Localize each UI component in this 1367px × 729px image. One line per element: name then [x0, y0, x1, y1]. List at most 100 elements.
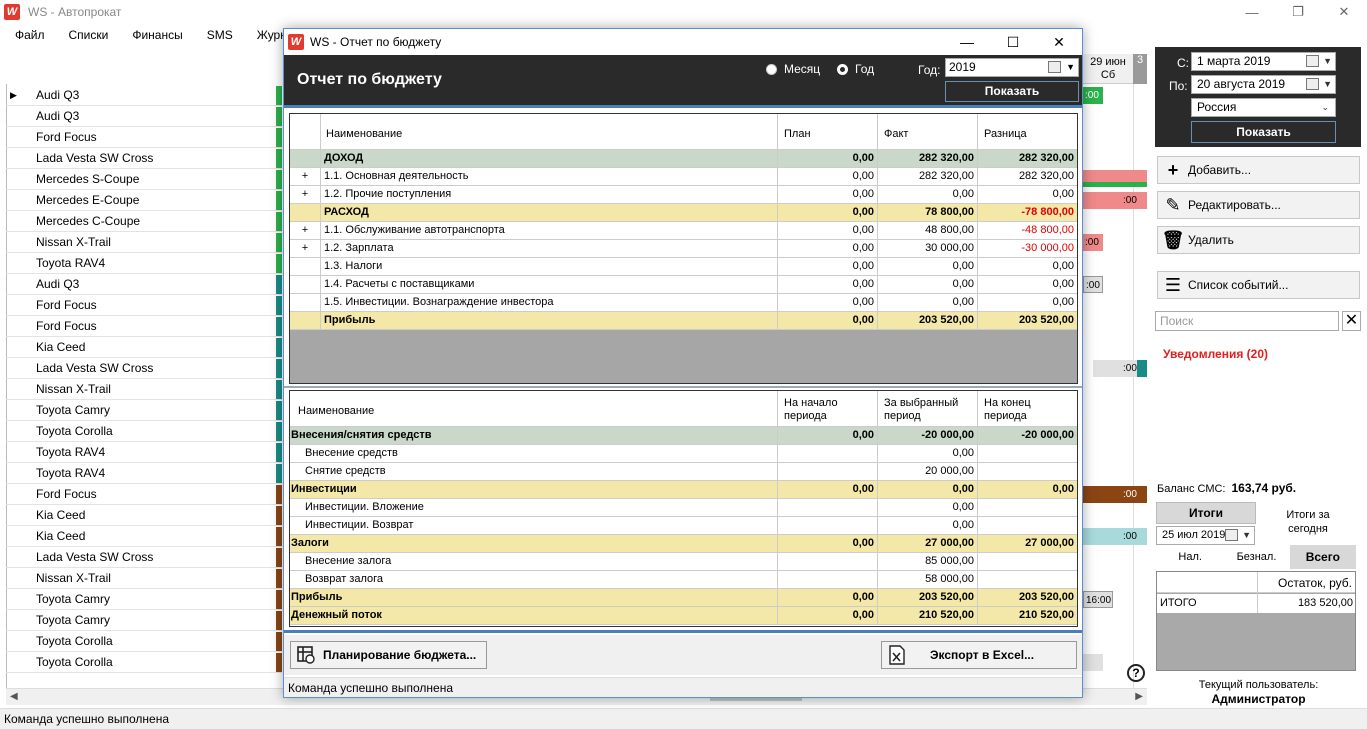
chevron-down-icon[interactable]: ▼	[1323, 79, 1332, 89]
table-row[interactable]: Прибыль 0,00 203 520,00 203 520,00	[290, 312, 1077, 330]
table-row[interactable]: +1.2. Прочие поступления 0,00 0,00 0,00	[290, 186, 1077, 204]
table-row[interactable]: +1.1. Обслуживание автотранспорта 0,00 48 …	[290, 222, 1077, 240]
list-item[interactable]: Ford Focus	[6, 316, 282, 337]
show-button[interactable]: Показать	[1191, 121, 1336, 143]
list-item[interactable]: Lada Vesta SW Cross	[6, 547, 282, 568]
list-item[interactable]: Ford Focus	[6, 127, 282, 148]
table-row[interactable]: 1.4. Расчеты с поставщиками 0,00 0,00 0,00	[290, 276, 1077, 294]
close-icon[interactable]: ✕	[1342, 311, 1361, 331]
table-row[interactable]: Возврат залога 58 000,00	[290, 571, 1077, 589]
table-row[interactable]: ДОХОД 0,00 282 320,00 282 320,00	[290, 150, 1077, 168]
booking-cell[interactable]: :00	[1083, 486, 1147, 503]
plan-budget-button[interactable]: Планирование бюджета...	[290, 641, 487, 669]
table-row[interactable]: Внесение средств 0,00	[290, 445, 1077, 463]
calendar-icon[interactable]	[1306, 78, 1319, 90]
expand-icon[interactable]	[290, 204, 320, 221]
menu-item[interactable]: Списки	[68, 28, 109, 42]
list-item[interactable]: Mercedes C-Coupe	[6, 211, 282, 232]
minimize-icon[interactable]: —	[1245, 4, 1259, 20]
expand-icon[interactable]: +	[301, 242, 309, 254]
list-item[interactable]: Kia Ceed	[6, 505, 282, 526]
tab-total[interactable]: Всего	[1289, 545, 1356, 569]
minimize-icon[interactable]: —	[960, 34, 974, 50]
scroll-right-icon[interactable]: ▶	[1135, 691, 1143, 702]
table-row[interactable]: Внесения/снятия средств 0,00 -20 000,00 -20…	[290, 427, 1077, 445]
booking-cell[interactable]: 16:00	[1083, 591, 1113, 608]
restore-icon[interactable]: ❐	[1292, 4, 1304, 19]
tab-cash[interactable]: Нал.	[1178, 551, 1202, 563]
radio-month[interactable]: Месяц	[766, 62, 820, 76]
booking-cell[interactable]	[1083, 654, 1103, 671]
table-row[interactable]: +1.1. Основная деятельность 0,00 282 320,0…	[290, 168, 1077, 186]
notifications-link[interactable]: Уведомления (20)	[1163, 347, 1269, 361]
table-row[interactable]: Залоги 0,00 27 000,00 27 000,00	[290, 535, 1077, 553]
close-icon[interactable]: ✕	[1053, 34, 1065, 50]
scroll-thumb[interactable]	[710, 696, 802, 701]
expand-icon[interactable]	[290, 258, 320, 275]
edit-button[interactable]: ✎ Редактировать...	[1157, 191, 1360, 219]
close-icon[interactable]: ✕	[1338, 4, 1350, 19]
list-item[interactable]: Ford Focus	[6, 484, 282, 505]
list-item[interactable]: Toyota RAV4	[6, 463, 282, 484]
list-item[interactable]: Toyota RAV4	[6, 253, 282, 274]
list-item[interactable]: Ford Focus	[6, 295, 282, 316]
list-item[interactable]: Toyota Corolla	[6, 421, 282, 442]
booking-bar[interactable]: :00	[1093, 360, 1147, 377]
table-row[interactable]: ИТОГО 183 520,00	[1157, 594, 1355, 613]
calendar-icon[interactable]	[1048, 61, 1061, 73]
export-excel-button[interactable]: Экспорт в Excel...	[881, 641, 1077, 669]
year-field[interactable]: 2019 ▼	[945, 58, 1079, 77]
table-row[interactable]: Внесение залога 85 000,00	[290, 553, 1077, 571]
country-select[interactable]: Россия ⌄	[1191, 98, 1336, 117]
from-date-field[interactable]: 1 марта 2019 ▼	[1191, 52, 1336, 71]
list-item[interactable]: Mercedes S-Coupe	[6, 169, 282, 190]
expand-icon[interactable]	[290, 294, 320, 311]
search-input[interactable]: Поиск	[1155, 311, 1339, 331]
list-item[interactable]: ▶ Audi Q3	[6, 85, 282, 106]
table-row[interactable]: Инвестиции 0,00 0,00 0,00	[290, 481, 1077, 499]
totals-button[interactable]: Итоги	[1156, 502, 1256, 524]
list-item[interactable]: Audi Q3	[6, 274, 282, 295]
list-item[interactable]: Lada Vesta SW Cross	[6, 148, 282, 169]
chevron-down-icon[interactable]: ▼	[1323, 56, 1332, 66]
list-item[interactable]: Toyota RAV4	[6, 442, 282, 463]
list-item[interactable]: Mercedes E-Coupe	[6, 190, 282, 211]
booking-cell[interactable]: :00	[1083, 528, 1147, 545]
delete-button[interactable]: 🗑 Удалить	[1157, 226, 1360, 254]
list-item[interactable]: Toyota Corolla	[6, 631, 282, 652]
list-item[interactable]: Nissan X-Trail	[6, 232, 282, 253]
table-row[interactable]: Снятие средств 20 000,00	[290, 463, 1077, 481]
list-item[interactable]: Nissan X-Trail	[6, 379, 282, 400]
expand-icon[interactable]: +	[301, 170, 309, 182]
radio-year[interactable]: Год	[837, 62, 874, 76]
booking-cell[interactable]: :00	[1083, 87, 1103, 104]
expand-icon[interactable]	[290, 276, 320, 293]
booking-cell[interactable]: :00	[1083, 192, 1147, 209]
tab-noncash[interactable]: Безнал.	[1236, 551, 1277, 563]
totals-date-field[interactable]: 25 июл 2019 ▼	[1156, 526, 1255, 545]
list-item[interactable]: Toyota Camry	[6, 589, 282, 610]
table-row[interactable]: 1.5. Инвестиции. Вознаграждение инвестор…	[290, 294, 1077, 312]
totals-today-link[interactable]: Итоги за сегодня	[1286, 509, 1330, 535]
add-button[interactable]: + Добавить...	[1157, 156, 1360, 184]
list-item[interactable]: Lada Vesta SW Cross	[6, 358, 282, 379]
table-row[interactable]: +1.2. Зарплата 0,00 30 000,00 -30 000,00	[290, 240, 1077, 258]
events-list-button[interactable]: ☰ Список событий...	[1157, 271, 1360, 299]
expand-icon[interactable]	[290, 150, 320, 167]
table-row[interactable]: Инвестиции. Возврат 0,00	[290, 517, 1077, 535]
show-report-button[interactable]: Показать	[945, 81, 1079, 102]
list-item[interactable]: Toyota Camry	[6, 610, 282, 631]
table-row[interactable]: Прибыль 0,00 203 520,00 203 520,00	[290, 589, 1077, 607]
maximize-icon[interactable]: ☐	[1006, 34, 1020, 50]
calendar-icon[interactable]	[1225, 529, 1238, 541]
chevron-down-icon[interactable]: ▼	[1242, 530, 1251, 540]
list-item[interactable]: Kia Ceed	[6, 337, 282, 358]
booking-bar[interactable]	[1083, 170, 1147, 182]
table-row[interactable]: 1.3. Налоги 0,00 0,00 0,00	[290, 258, 1077, 276]
list-item[interactable]: Audi Q3	[6, 106, 282, 127]
list-item[interactable]: Toyota Camry	[6, 400, 282, 421]
table-row[interactable]: РАСХОД 0,00 78 800,00 -78 800,00	[290, 204, 1077, 222]
expand-icon[interactable]: +	[301, 224, 309, 236]
booking-cell[interactable]: :00	[1083, 276, 1103, 293]
chevron-down-icon[interactable]: ⌄	[1321, 102, 1329, 112]
